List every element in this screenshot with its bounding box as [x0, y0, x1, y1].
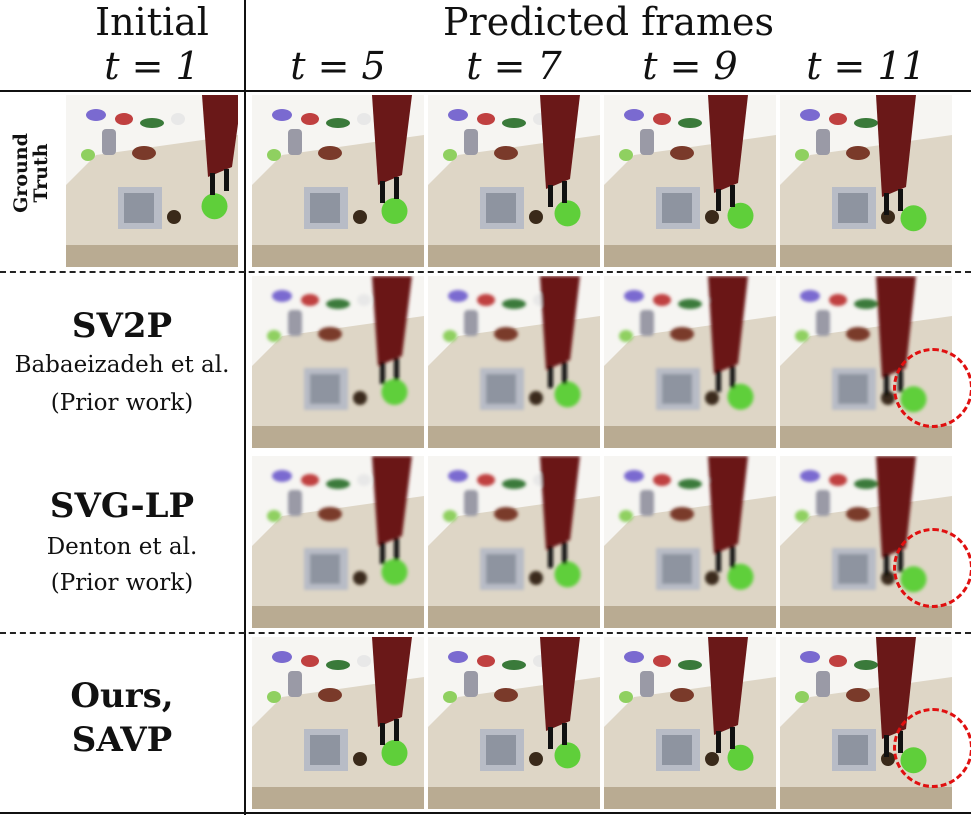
frame-ground-truth-t11: [780, 95, 952, 267]
header-rule: [0, 90, 971, 92]
header-time-11: t = 11: [806, 44, 926, 88]
row-author-sv2p: Babaeizadeh et al.: [14, 352, 230, 378]
frame-sv2p-t9: [604, 276, 776, 448]
column-divider: [244, 0, 246, 815]
row-label-svg-lp: SVG-LP: [49, 486, 195, 526]
frame-ground-truth-t5: [252, 95, 424, 267]
header-time-9: t = 9: [642, 44, 738, 88]
row-note-sv2p: (Prior work): [50, 390, 194, 416]
frame-svg-lp-t5: [252, 456, 424, 628]
highlight-circle-sv2p: [893, 348, 971, 428]
highlight-circle-svg-lp: [893, 528, 971, 608]
frame-ground-truth-t7: [428, 95, 600, 267]
frame-svg-lp-t7: [428, 456, 600, 628]
frame-ours-t5: [252, 637, 424, 809]
frame-svg-lp-t9: [604, 456, 776, 628]
row-author-svg-lp: Denton et al.: [46, 534, 198, 560]
row-label-ours-line-1: Ours,: [70, 676, 174, 716]
frame-sv2p-t5: [252, 276, 424, 448]
frame-sv2p-t7: [428, 276, 600, 448]
dashed-separator-1: [0, 271, 971, 273]
gt-label-line-1: Ground: [10, 133, 32, 213]
header-predicted-frames: Predicted frames: [442, 0, 775, 44]
row-label-ground-truth: Ground Truth: [6, 118, 56, 228]
bottom-rule: [0, 812, 971, 814]
frame-ours-t9: [604, 637, 776, 809]
header-initial-time: t = 1: [104, 44, 200, 88]
frame-ours-t7: [428, 637, 600, 809]
frame-ground-truth-t9: [604, 95, 776, 267]
highlight-circle-ours: [893, 708, 971, 788]
row-label-sv2p: SV2P: [71, 306, 173, 346]
gt-label-line-2: Truth: [30, 143, 52, 203]
header-time-7: t = 7: [466, 44, 562, 88]
header-time-5: t = 5: [290, 44, 386, 88]
row-label-ours-line-2: SAVP: [71, 720, 173, 760]
frame-ground-truth-t1: [66, 95, 238, 267]
header-initial: Initial: [95, 0, 209, 44]
row-note-svg-lp: (Prior work): [50, 570, 194, 596]
dashed-separator-2: [0, 632, 971, 634]
